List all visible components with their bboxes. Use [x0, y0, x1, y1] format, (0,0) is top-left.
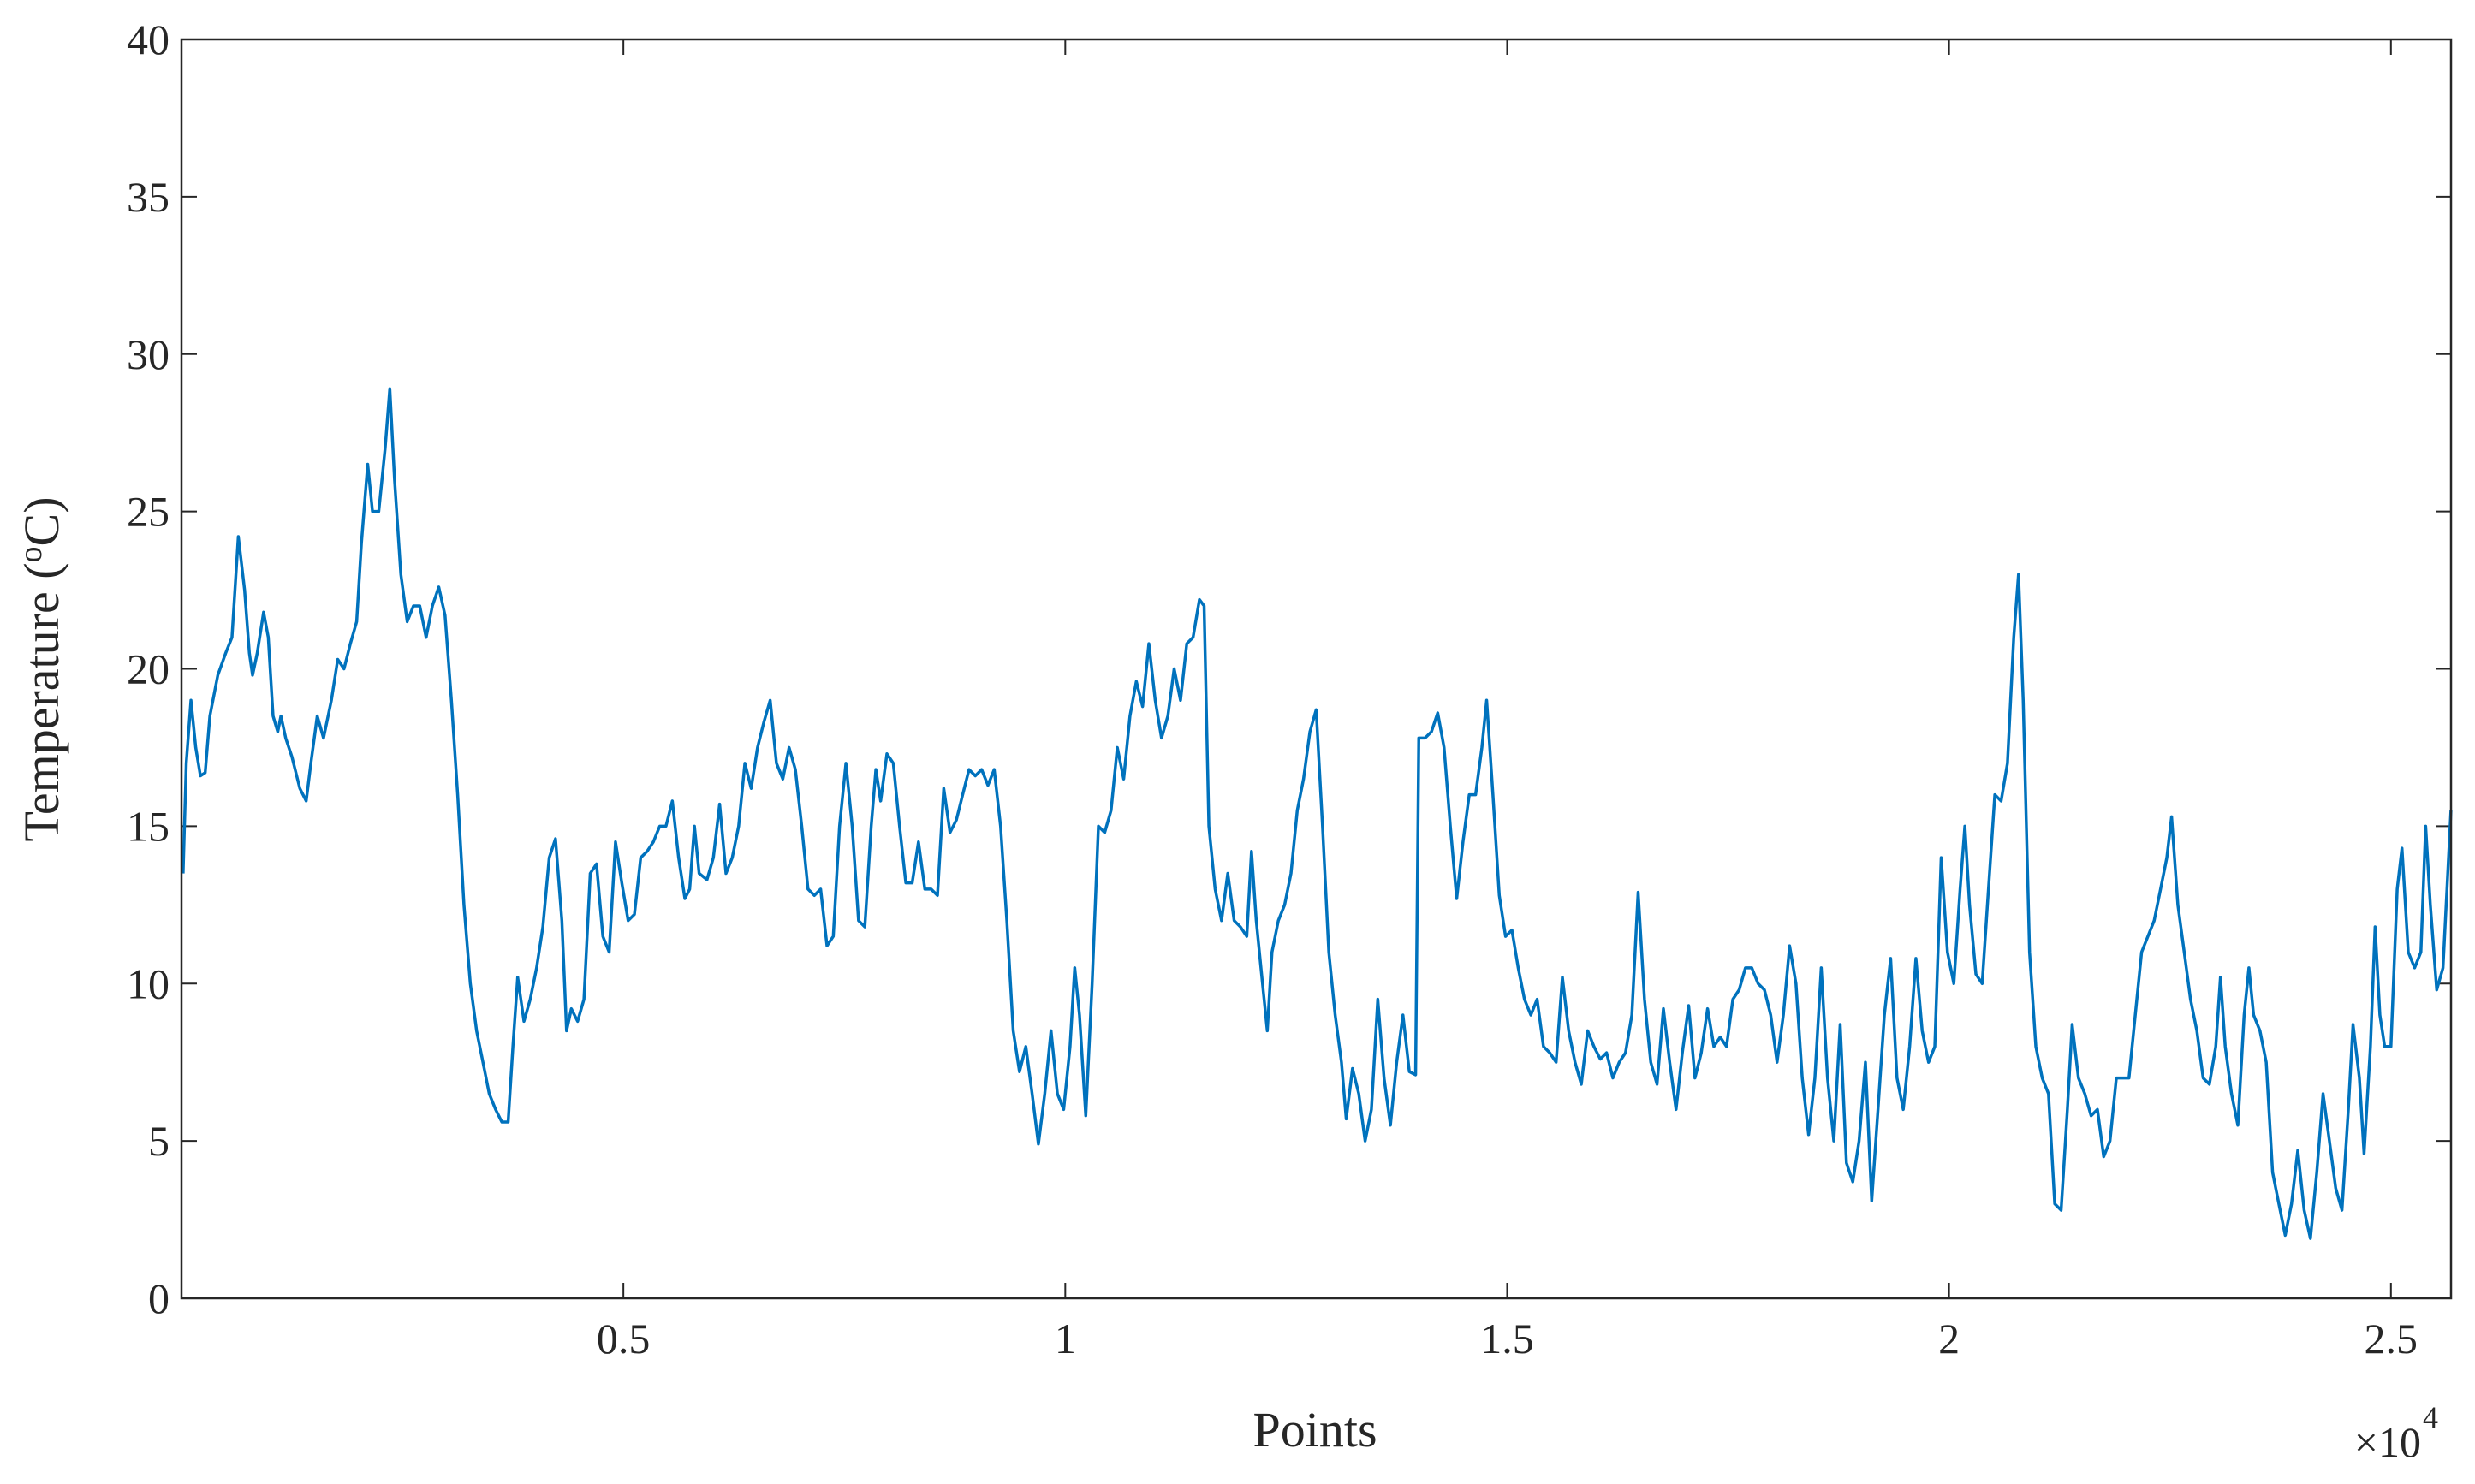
y-tick-label: 25: [127, 488, 170, 536]
y-label-superscript: o: [13, 546, 49, 562]
y-axis-label: Temperature (oC): [13, 496, 69, 841]
y-tick-label: 5: [148, 1117, 170, 1165]
y-tick-label: 0: [148, 1274, 170, 1322]
x-tick-label: 2: [1938, 1315, 1960, 1362]
x-axis-label: Points: [1252, 1402, 1377, 1457]
x-tick-label: 2.5: [2365, 1315, 2418, 1362]
y-tick-label: 30: [127, 330, 170, 378]
y-tick-label: 15: [127, 802, 170, 850]
y-tick-label: 40: [127, 15, 170, 63]
y-label-text: C): [14, 496, 69, 546]
plot-frame: [180, 38, 2453, 1300]
x-tick-label: 0.5: [597, 1315, 651, 1362]
y-tick-label: 20: [127, 645, 170, 693]
y-tick-label: 35: [127, 173, 170, 221]
data-line: [181, 387, 2453, 1240]
x-tick-label: 1: [1055, 1315, 1076, 1362]
y-label-text: Temperature (: [14, 562, 69, 841]
x-exponent-base: ×10: [2354, 1418, 2421, 1466]
x-tick-label: 1.5: [1480, 1315, 1534, 1362]
x-exponent: 4: [2423, 1400, 2438, 1434]
y-tick-label: 10: [127, 959, 170, 1007]
